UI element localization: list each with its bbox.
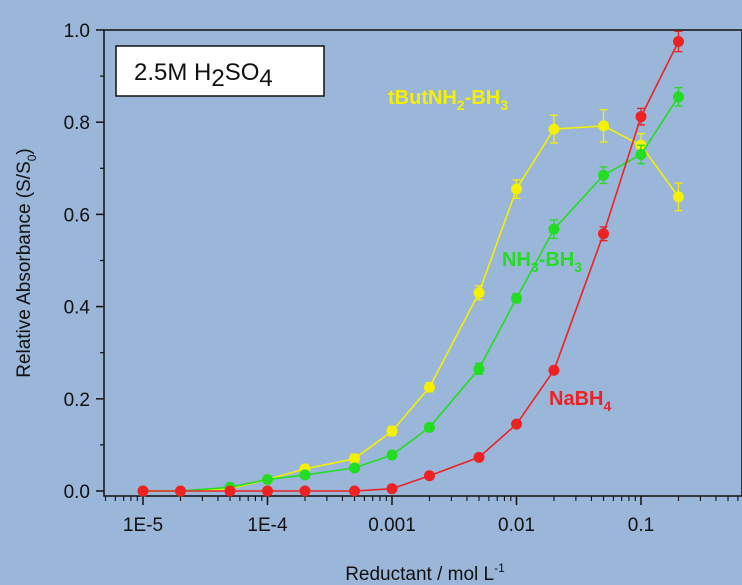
x-axis-title: Reductant / mol L-1	[345, 561, 505, 585]
data-point	[598, 228, 610, 240]
data-point	[598, 120, 610, 132]
series-layer	[137, 30, 684, 497]
axes: 0.0 0.2 0.4 0.6 0.8 1.0 1E-5 1E-4 0.001 0.01 0.1	[64, 21, 739, 536]
y-axis-title: Relative Absorbance (S/S0)	[14, 148, 39, 378]
data-point	[511, 418, 522, 430]
data-point	[635, 148, 647, 160]
x-tick-label: 0.001	[368, 515, 416, 536]
series-line	[143, 96, 680, 492]
series-label-nh3-bh3: NH3-BH3	[502, 249, 582, 275]
data-point	[262, 473, 273, 485]
series-NaBH4	[137, 30, 684, 497]
data-point	[349, 453, 361, 465]
data-point	[174, 485, 186, 497]
data-point	[548, 364, 560, 376]
annotation-box: 2.5M H2SO4	[115, 45, 325, 97]
data-point	[299, 469, 311, 481]
data-point	[299, 485, 311, 497]
data-point	[262, 485, 273, 497]
data-point	[386, 483, 398, 495]
y-tick-label: 0.2	[64, 390, 90, 411]
plot-area	[103, 29, 742, 497]
data-point	[137, 485, 149, 497]
data-point	[423, 470, 435, 482]
x-tick-label: 0.1	[628, 515, 654, 536]
x-tick-label: 0.01	[498, 515, 535, 536]
data-point	[548, 123, 560, 135]
data-point	[473, 287, 485, 299]
data-point	[473, 363, 485, 375]
data-point	[635, 111, 647, 123]
data-point	[511, 183, 522, 195]
series-line	[143, 125, 680, 492]
series-label-nabh4: NaBH4	[549, 388, 611, 414]
x-tick-label: 1E-5	[123, 515, 163, 536]
data-point	[423, 421, 435, 433]
y-tick-label: 0.4	[64, 298, 91, 319]
data-point	[349, 462, 361, 474]
data-point	[511, 292, 522, 304]
data-point	[224, 485, 236, 497]
data-point	[598, 169, 610, 181]
data-point	[386, 449, 398, 461]
data-point	[349, 485, 361, 497]
data-point	[672, 91, 684, 103]
x-tick-label: 1E-4	[247, 515, 288, 536]
y-tick-label: 1.0	[64, 21, 90, 42]
data-point	[672, 36, 684, 48]
data-point	[672, 191, 684, 203]
data-point	[423, 381, 435, 393]
series-line	[143, 41, 680, 492]
y-tick-label: 0.0	[64, 482, 90, 503]
y-tick-label: 0.8	[64, 113, 90, 134]
data-point	[386, 425, 398, 437]
y-tick-label: 0.6	[64, 205, 90, 226]
data-point	[548, 223, 560, 235]
data-point	[473, 451, 485, 463]
series-label-tbutnh2-bh3: tButNH2-BH3	[388, 87, 508, 113]
